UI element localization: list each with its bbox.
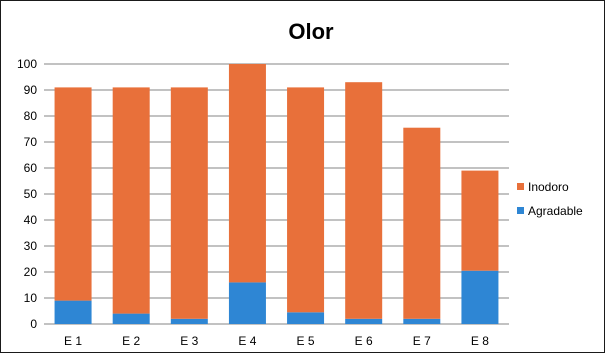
y-tick-label: 30: [24, 239, 38, 253]
x-tick-label: E 6: [355, 334, 373, 348]
y-tick-label: 100: [17, 57, 37, 71]
x-axis: E 1 E 2 E 3 E 4 E 5 E 6 E 7 E 8: [64, 334, 489, 348]
bar-agradable-e3: [171, 319, 208, 324]
bar-inodoro-e8: [461, 171, 498, 271]
x-tick-label: E 7: [413, 334, 431, 348]
y-tick-label: 20: [24, 265, 38, 279]
legend-swatch-agradable: [517, 207, 524, 214]
bar-inodoro-e5: [287, 87, 324, 312]
y-tick-label: 50: [24, 187, 38, 201]
y-tick-label: 40: [24, 213, 38, 227]
legend-label-inodoro: Inodoro: [528, 180, 569, 194]
legend: Inodoro Agradable: [517, 180, 583, 218]
bar-inodoro-e1: [55, 87, 92, 300]
x-tick-label: E 2: [122, 334, 140, 348]
legend-label-agradable: Agradable: [528, 204, 583, 218]
x-tick-label: E 8: [471, 334, 489, 348]
bar-inodoro-e3: [171, 87, 208, 318]
bar-inodoro-e2: [113, 87, 150, 313]
y-tick-label: 70: [24, 135, 38, 149]
x-tick-label: E 1: [64, 334, 82, 348]
y-tick-label: 10: [24, 291, 38, 305]
y-tick-label: 60: [24, 161, 38, 175]
bar-agradable-e1: [55, 301, 92, 324]
x-tick-label: E 3: [180, 334, 198, 348]
bar-inodoro-e6: [345, 82, 382, 319]
bar-agradable-e2: [113, 314, 150, 324]
bar-inodoro-e4: [229, 64, 266, 282]
bar-agradable-e6: [345, 319, 382, 324]
bar-agradable-e4: [229, 282, 266, 324]
x-tick-label: E 5: [297, 334, 315, 348]
bar-agradable-e5: [287, 312, 324, 324]
y-tick-label: 0: [30, 317, 37, 331]
x-tick-label: E 4: [238, 334, 256, 348]
bar-inodoro-e7: [403, 128, 440, 319]
y-tick-label: 80: [24, 109, 38, 123]
chart-title: Olor: [288, 19, 334, 44]
y-axis: 0 10 20 30 40 50 60 70 80 90 100: [17, 57, 37, 331]
legend-swatch-inodoro: [517, 183, 524, 190]
bar-agradable-e7: [403, 319, 440, 324]
bar-agradable-e8: [461, 271, 498, 324]
y-tick-label: 90: [24, 83, 38, 97]
